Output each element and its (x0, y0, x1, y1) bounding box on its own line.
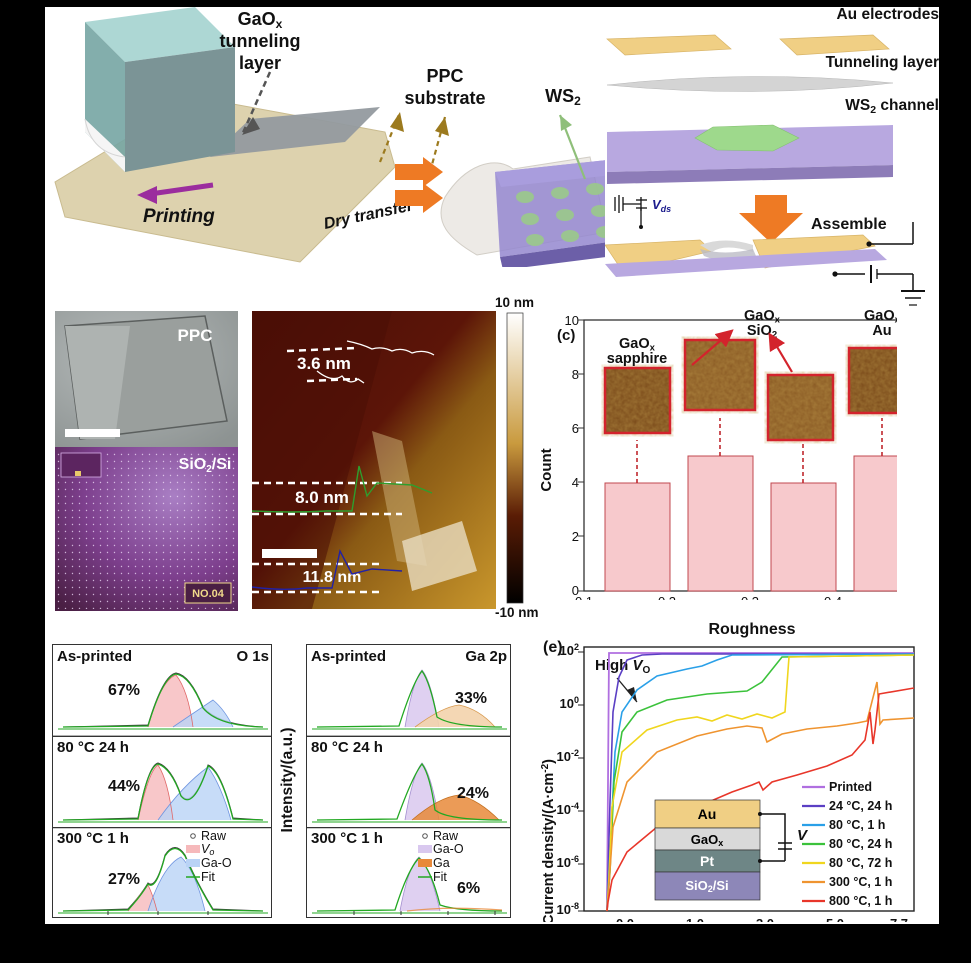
svg-text:Tunneling layer: Tunneling layer (826, 54, 939, 71)
svg-text:High VO: High VO (595, 657, 651, 676)
svg-text:Printing: Printing (143, 206, 215, 227)
svg-text:300 °C 1 h: 300 °C 1 h (311, 830, 383, 847)
svg-text:Assemble: Assemble (811, 216, 887, 233)
svg-text:Ga-O: Ga-O (201, 856, 232, 870)
svg-text:4: 4 (572, 475, 579, 490)
svg-text:10: 10 (565, 313, 579, 328)
svg-text:Current density/(A·cm-2): Current density/(A·cm-2) (540, 759, 557, 922)
svg-text:800 °C, 1 h: 800 °C, 1 h (829, 894, 892, 908)
svg-text:11.8 nm: 11.8 nm (303, 569, 362, 586)
svg-text:102: 102 (560, 642, 579, 658)
svg-text:10-8: 10-8 (557, 901, 579, 917)
svg-text:As-printed: As-printed (311, 648, 386, 665)
svg-text:80 °C 24 h: 80 °C 24 h (311, 739, 383, 756)
svg-text:PPC: PPC (426, 66, 463, 86)
svg-text:Ga-O: Ga-O (433, 842, 464, 856)
svg-text:3.0: 3.0 (756, 916, 774, 922)
svg-text:0.2: 0.2 (658, 594, 676, 600)
svg-text:PPC: PPC (178, 326, 213, 345)
svg-text:Pt: Pt (700, 853, 714, 869)
svg-text:Au: Au (698, 806, 717, 822)
svg-text:8.0 nm: 8.0 nm (295, 488, 349, 507)
svg-text:300 °C, 1 h: 300 °C, 1 h (829, 875, 892, 889)
svg-text:33%: 33% (455, 690, 487, 707)
svg-text:44%: 44% (108, 778, 140, 795)
svg-text:10 nm: 10 nm (495, 295, 534, 310)
svg-text:7.7: 7.7 (890, 916, 908, 922)
svg-text:Raw: Raw (201, 829, 227, 843)
svg-text:Fit: Fit (201, 870, 215, 884)
svg-text:300 °C 1 h: 300 °C 1 h (57, 830, 129, 847)
svg-text:WS2: WS2 (545, 86, 581, 108)
svg-text:NO.04: NO.04 (192, 588, 225, 600)
svg-text:layer: layer (239, 53, 281, 73)
svg-text:sapphire: sapphire (607, 351, 667, 367)
svg-text:Fit: Fit (433, 870, 447, 884)
svg-text:Au electrodes: Au electrodes (836, 7, 939, 23)
svg-text:0.3: 0.3 (741, 594, 759, 600)
svg-text:As-printed: As-printed (57, 648, 132, 665)
svg-text:GaOx: GaOx (238, 9, 283, 31)
svg-text:Vo: Vo (201, 842, 214, 857)
svg-text:Count: Count (538, 448, 555, 491)
svg-text:substrate: substrate (404, 88, 485, 108)
svg-text:3.6 nm: 3.6 nm (297, 354, 351, 373)
svg-text:Ga 2p: Ga 2p (465, 648, 507, 665)
svg-text:5.0: 5.0 (826, 916, 844, 922)
svg-text:SiO2/Si: SiO2/Si (179, 456, 232, 475)
svg-text:Raw: Raw (433, 829, 459, 843)
svg-text:0.0: 0.0 (616, 916, 634, 922)
svg-text:80 °C, 24 h: 80 °C, 24 h (829, 837, 892, 851)
svg-text:Intensity/(a.u.): Intensity/(a.u.) (280, 727, 296, 832)
svg-text:SiO2: SiO2 (747, 323, 777, 341)
svg-text:80 °C, 1 h: 80 °C, 1 h (829, 818, 885, 832)
svg-text:27%: 27% (108, 871, 140, 888)
svg-text:SiO2/Si: SiO2/Si (685, 878, 728, 894)
svg-text:WS2 channel: WS2 channel (845, 97, 939, 116)
svg-text:24 °C, 24 h: 24 °C, 24 h (829, 799, 892, 813)
svg-text:tunneling: tunneling (220, 31, 301, 51)
svg-text:Printed: Printed (829, 780, 872, 794)
svg-text:10-2: 10-2 (557, 748, 579, 764)
svg-text:24%: 24% (457, 785, 489, 802)
svg-text:67%: 67% (108, 682, 140, 699)
svg-text:6: 6 (572, 421, 579, 436)
svg-text:6%: 6% (457, 880, 480, 897)
svg-text:10-6: 10-6 (557, 854, 579, 870)
svg-text:8: 8 (572, 367, 579, 382)
svg-text:80 °C, 72 h: 80 °C, 72 h (829, 856, 892, 870)
svg-text:100: 100 (560, 695, 579, 711)
svg-text:Ga: Ga (433, 856, 450, 870)
svg-text:Roughness: Roughness (708, 622, 795, 638)
svg-text:Vds: Vds (652, 197, 671, 214)
svg-text:-10 nm: -10 nm (495, 605, 539, 620)
svg-text:V: V (797, 827, 809, 844)
svg-text:2: 2 (572, 529, 579, 544)
svg-text:0.4: 0.4 (824, 594, 842, 600)
svg-text:10-4: 10-4 (557, 801, 579, 817)
svg-text:0.1: 0.1 (575, 594, 593, 600)
svg-text:Au: Au (872, 323, 891, 339)
svg-text:(c): (c) (557, 327, 575, 344)
svg-text:1.0: 1.0 (686, 916, 704, 922)
svg-text:80 °C 24 h: 80 °C 24 h (57, 739, 129, 756)
svg-text:O 1s: O 1s (236, 648, 269, 665)
